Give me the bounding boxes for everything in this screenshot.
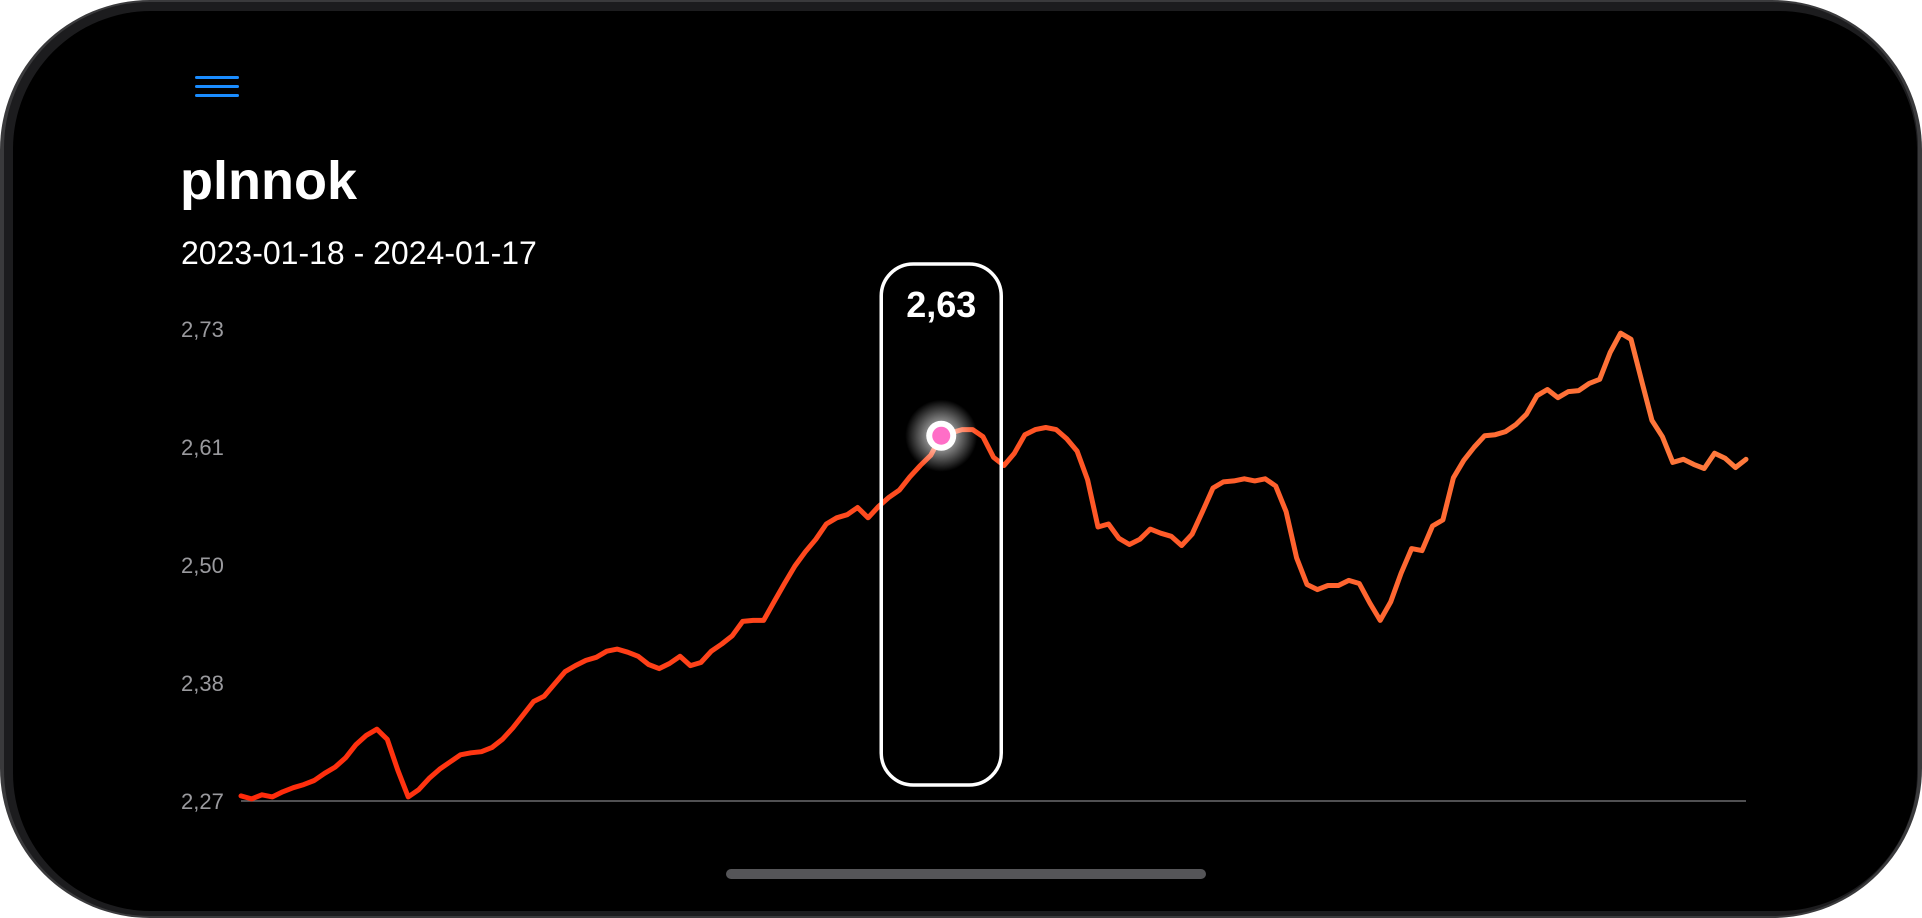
hamburger-menu-icon[interactable] [185,68,239,108]
y-tick-label: 2,38 [181,671,224,696]
y-tick-label: 2,61 [181,435,224,460]
price-line [238,330,1749,802]
y-tick-label: 2,27 [181,789,224,814]
selection-highlight-box [879,262,1003,787]
menu-line [195,76,239,79]
menu-line [195,94,239,97]
selection-marker-dot[interactable] [932,426,951,445]
app-screen: plnnok 2023-01-18 - 2024-01-17 2,73 2,61 2… [13,11,1917,911]
price-line-chart[interactable]: 2,73 2,61 2,50 2,38 2,27 2,63 [13,11,1917,911]
page-title: plnnok [180,151,357,211]
y-tick-label: 2,73 [181,317,224,342]
y-tick-label: 2,50 [181,553,224,578]
device-bezel: plnnok 2023-01-18 - 2024-01-17 2,73 2,61 2… [4,2,1918,916]
date-range: 2023-01-18 - 2024-01-17 [181,235,537,271]
home-indicator [726,869,1206,879]
menu-line [195,85,239,88]
selected-value-label: 2,63 [906,284,976,325]
